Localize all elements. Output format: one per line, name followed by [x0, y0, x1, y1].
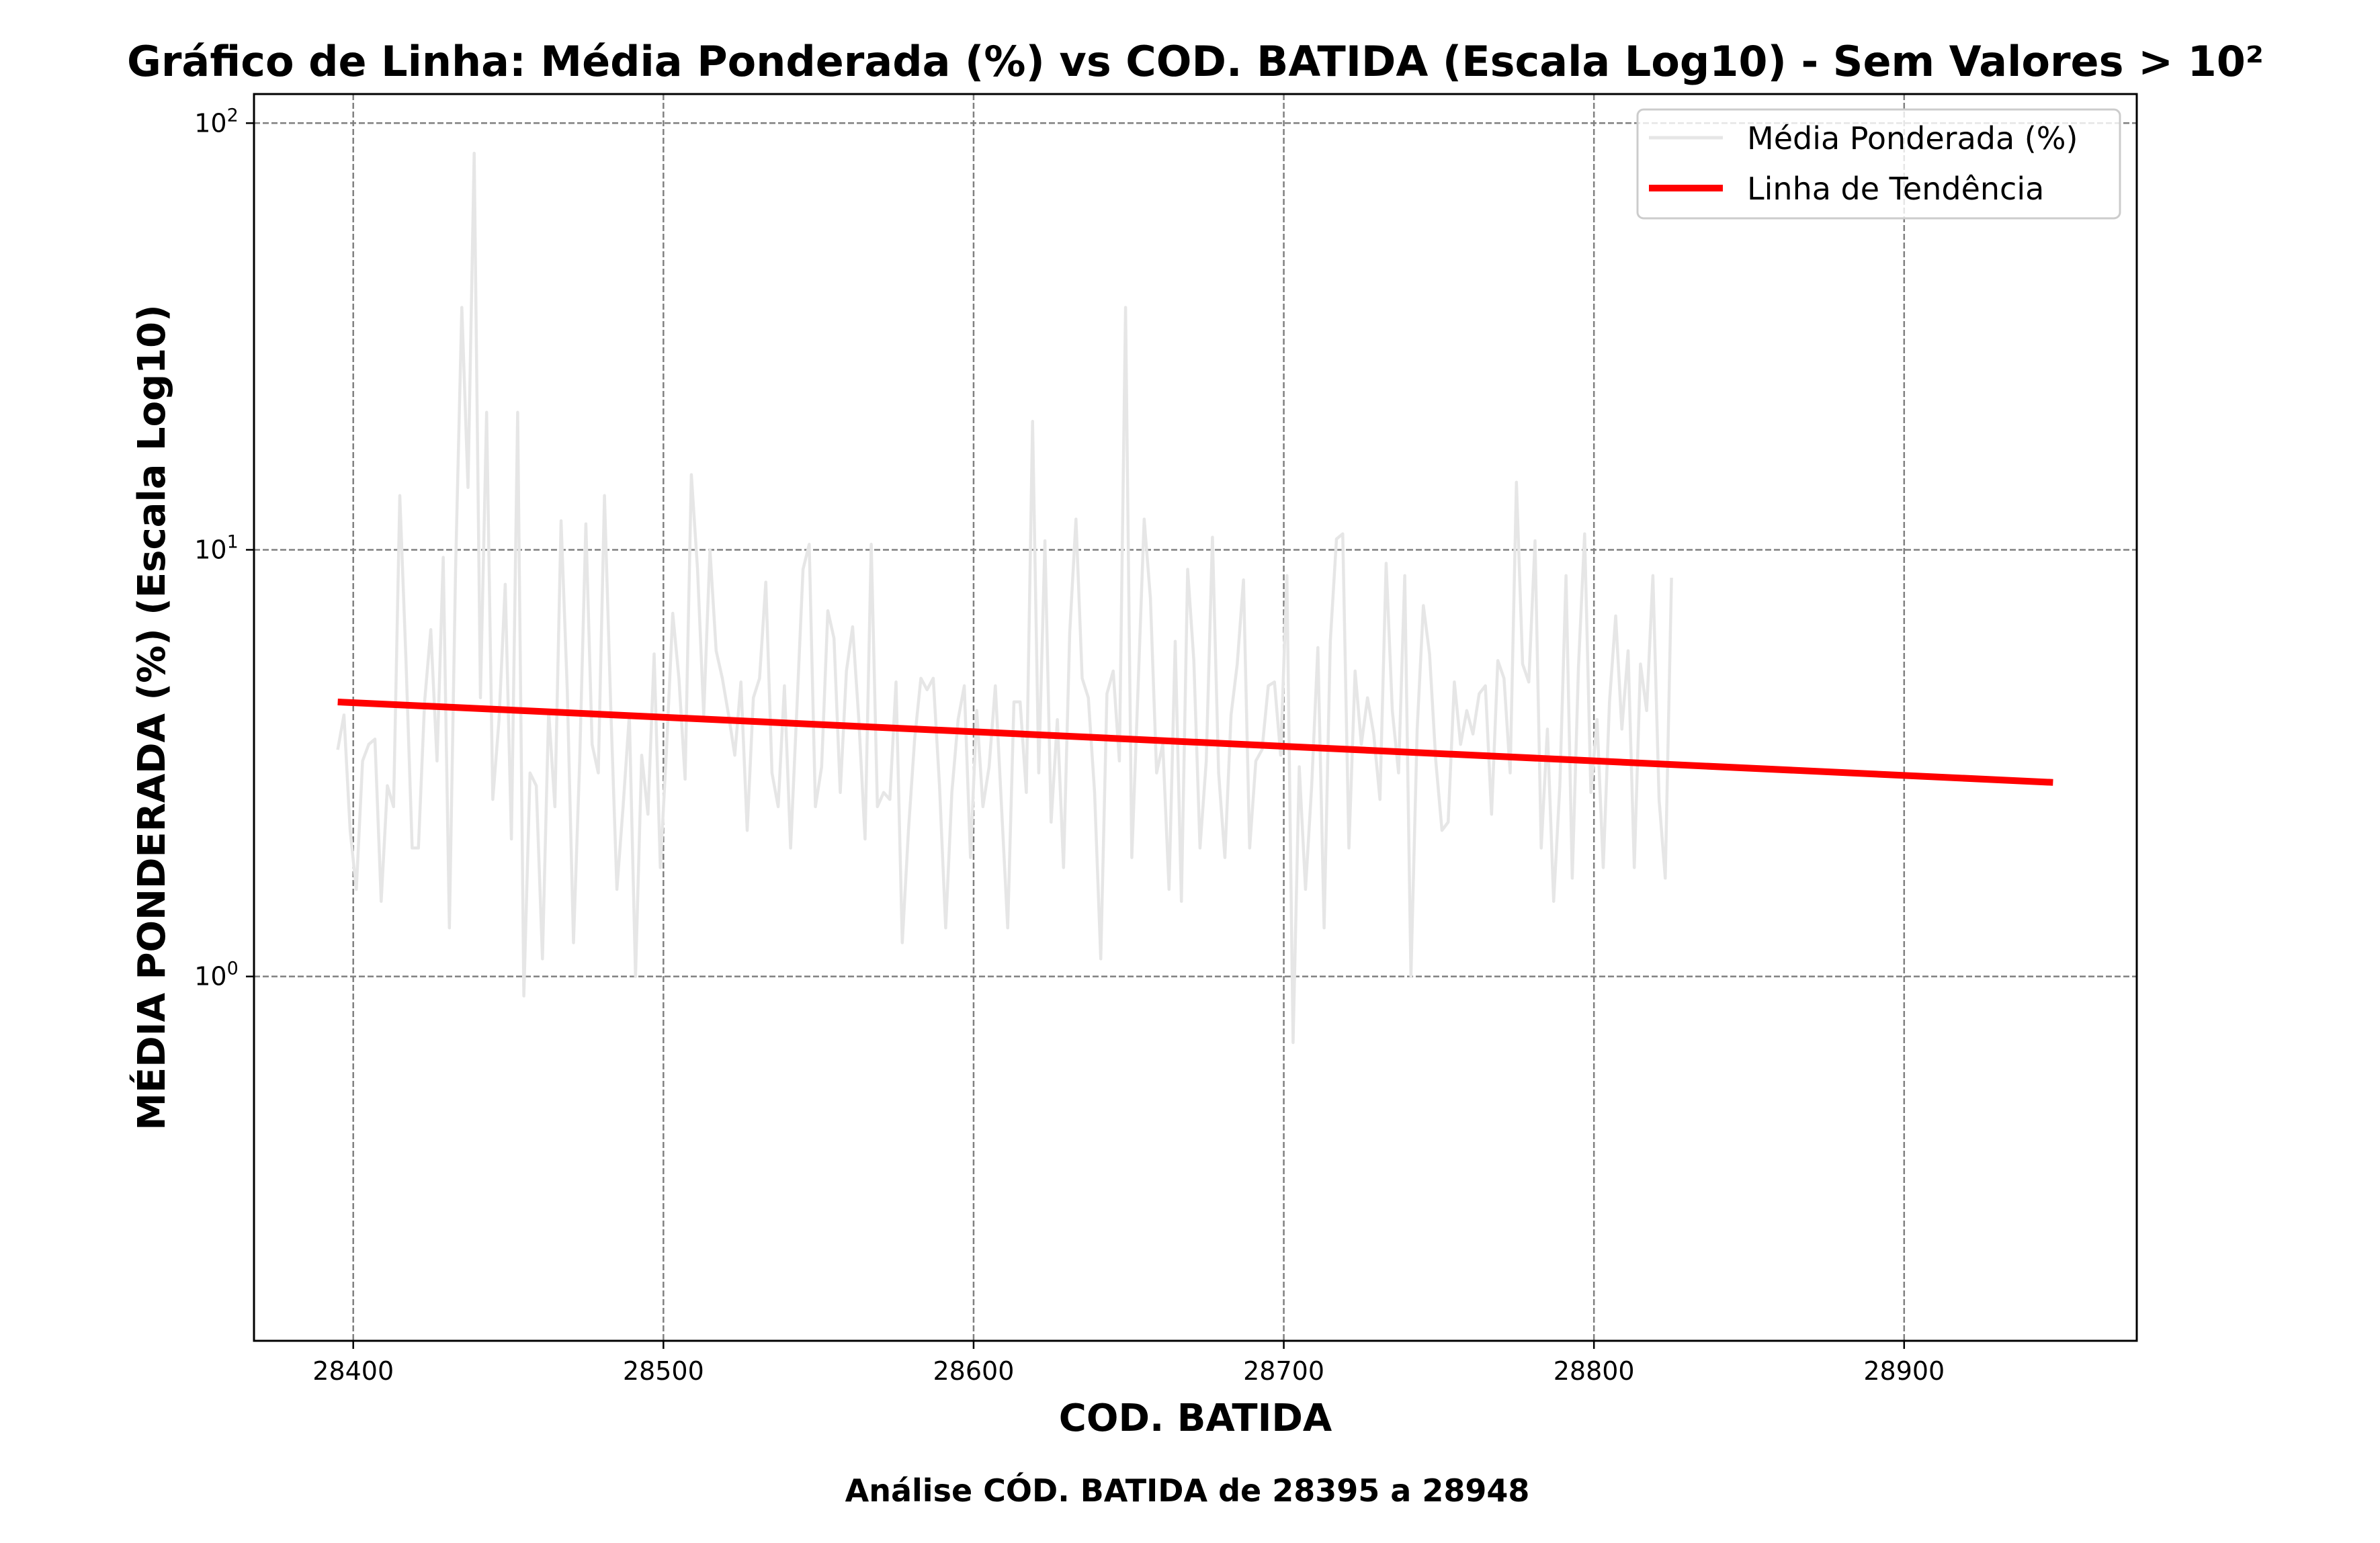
x-tick-label: 28900 [1863, 1356, 1945, 1386]
x-tick-label: 28500 [623, 1356, 704, 1386]
y-tick-label: 101 [194, 531, 239, 564]
trend-line [337, 698, 2053, 786]
plot-frame [253, 93, 2138, 1342]
y-tick-label: 102 [194, 105, 239, 138]
x-tick-label: 28700 [1243, 1356, 1324, 1386]
legend-box [1636, 108, 2121, 220]
x-tick-label: 28400 [312, 1356, 394, 1386]
chart-title: Gráfico de Linha: Média Ponderada (%) vs… [127, 37, 2264, 86]
x-axis-label: COD. BATIDA [1059, 1397, 1332, 1440]
x-tick-label: 28600 [933, 1356, 1015, 1386]
x-axis: 28400 28500 28600 28700 28800 28900 [312, 1341, 1945, 1386]
y-axis-label: MÉDIA PONDERADA (%) (Escala Log10) [130, 304, 174, 1130]
legend-label-media: Média Ponderada (%) [1747, 120, 2078, 157]
y-tick-label: 100 [194, 959, 239, 991]
legend: Média Ponderada (%) Linha de Tendência [1636, 108, 2121, 220]
series-line-media-ponderada [336, 151, 1673, 1045]
chart-caption: Análise CÓD. BATIDA de 28395 a 28948 [845, 1472, 1530, 1509]
legend-label-tendencia: Linha de Tendência [1747, 171, 2044, 207]
x-tick-label: 28800 [1554, 1356, 1635, 1386]
y-axis: 100 101 102 [194, 105, 254, 991]
